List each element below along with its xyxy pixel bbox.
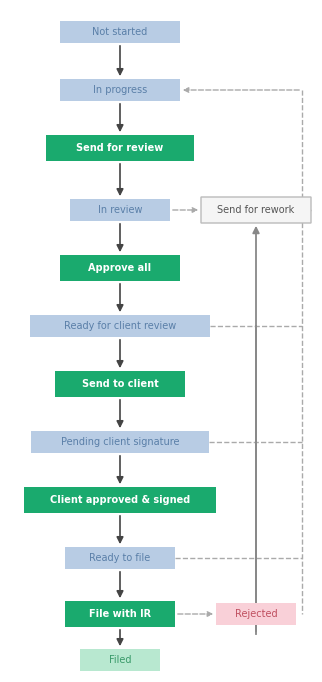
Text: Client approved & signed: Client approved & signed <box>50 495 190 505</box>
FancyBboxPatch shape <box>216 603 296 625</box>
FancyBboxPatch shape <box>46 135 194 161</box>
FancyBboxPatch shape <box>60 255 180 281</box>
Text: File with IR: File with IR <box>89 609 151 619</box>
FancyBboxPatch shape <box>80 649 160 671</box>
Text: Not started: Not started <box>92 27 147 37</box>
FancyBboxPatch shape <box>65 547 175 569</box>
FancyBboxPatch shape <box>30 315 210 337</box>
Text: In review: In review <box>98 205 142 215</box>
FancyBboxPatch shape <box>60 21 180 43</box>
Text: Approve all: Approve all <box>89 263 152 273</box>
Text: Pending client signature: Pending client signature <box>61 437 179 447</box>
Text: Send for rework: Send for rework <box>217 205 295 215</box>
FancyBboxPatch shape <box>55 371 185 397</box>
FancyBboxPatch shape <box>24 487 216 513</box>
Text: Ready to file: Ready to file <box>90 553 151 563</box>
Text: Filed: Filed <box>109 655 131 665</box>
FancyBboxPatch shape <box>201 197 311 223</box>
FancyBboxPatch shape <box>70 199 170 221</box>
Text: In progress: In progress <box>93 85 147 95</box>
FancyBboxPatch shape <box>31 431 209 453</box>
Text: Rejected: Rejected <box>235 609 277 619</box>
FancyBboxPatch shape <box>65 601 175 627</box>
Text: Ready for client review: Ready for client review <box>64 321 176 331</box>
FancyBboxPatch shape <box>60 79 180 101</box>
Text: Send to client: Send to client <box>81 379 158 389</box>
Text: Send for review: Send for review <box>76 143 164 153</box>
